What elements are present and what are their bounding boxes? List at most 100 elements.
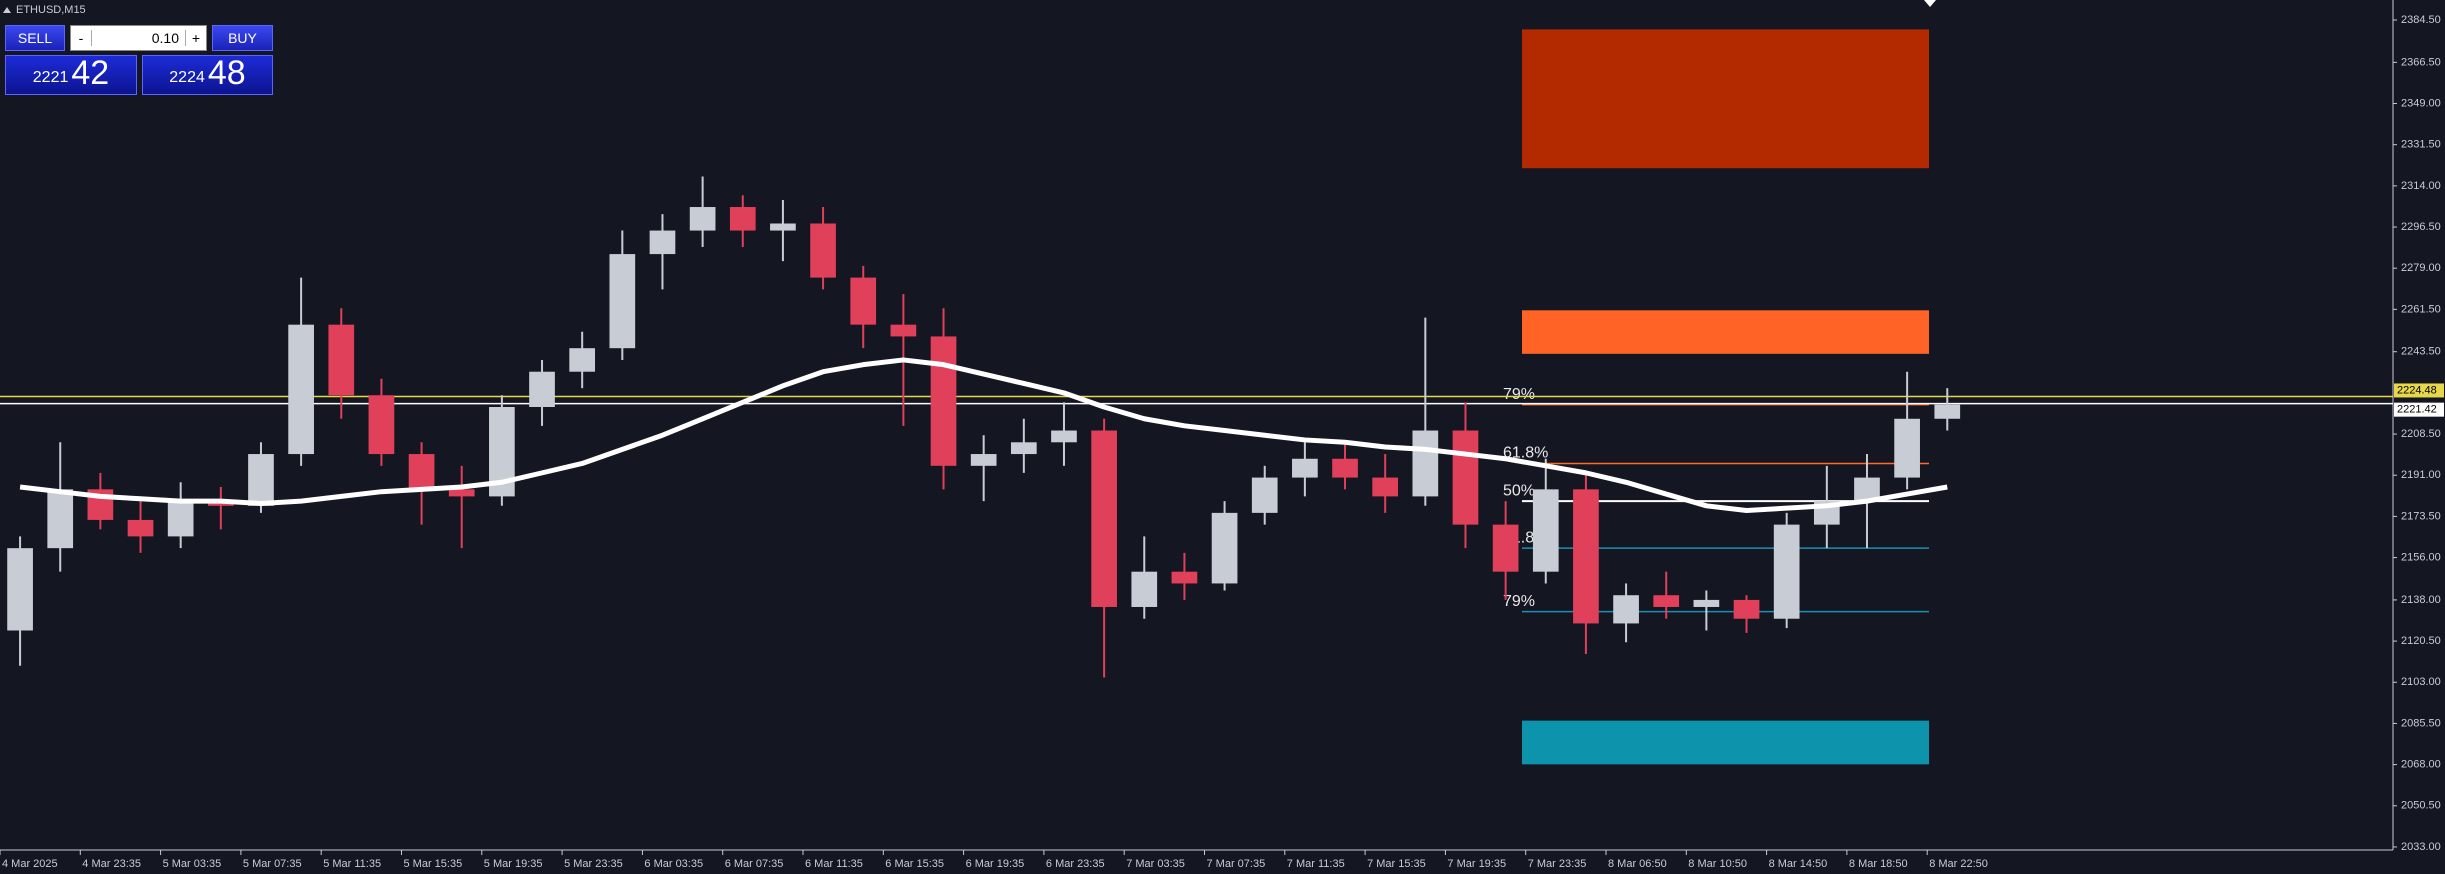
y-tick-label: 2208.50 bbox=[2401, 428, 2441, 440]
y-tick-label: 2120.50 bbox=[2401, 635, 2441, 647]
candle-body bbox=[1131, 571, 1158, 607]
candle-body bbox=[649, 230, 676, 255]
x-tick-label: 6 Mar 07:35 bbox=[725, 858, 784, 870]
buy-price-main: 2224 bbox=[169, 69, 205, 86]
candle-body bbox=[1934, 404, 1961, 419]
fib-label: 79% bbox=[1503, 386, 1535, 403]
x-tick-label: 7 Mar 03:35 bbox=[1126, 858, 1185, 870]
candle-body bbox=[7, 548, 33, 631]
fib-label: 79% bbox=[1503, 593, 1535, 610]
x-tick-label: 5 Mar 11:35 bbox=[323, 858, 381, 870]
candle-body bbox=[127, 519, 154, 537]
price-tag bbox=[2394, 383, 2444, 398]
candle-body bbox=[529, 371, 555, 408]
candle-body bbox=[1091, 430, 1117, 607]
lot-box[interactable]: - 0.10 + bbox=[70, 25, 207, 51]
x-tick-label: 7 Mar 19:35 bbox=[1447, 858, 1506, 870]
y-tick-label: 2384.50 bbox=[2401, 14, 2441, 26]
candle-body bbox=[1573, 489, 1599, 624]
candle-body bbox=[689, 207, 716, 231]
y-tick-label: 2331.50 bbox=[2401, 139, 2441, 151]
candle-body bbox=[1171, 571, 1198, 584]
zone bbox=[1522, 310, 1929, 354]
candle-body bbox=[609, 254, 636, 349]
candle-body bbox=[1492, 524, 1519, 572]
x-tick-label: 5 Mar 15:35 bbox=[404, 858, 463, 870]
fib-label: 61.8% bbox=[1503, 445, 1548, 462]
y-tick-label: 2279.00 bbox=[2401, 262, 2441, 274]
x-tick-label: 7 Mar 15:35 bbox=[1367, 858, 1426, 870]
candle-body bbox=[167, 501, 194, 537]
candle-body bbox=[408, 454, 435, 490]
price-tag-label: 2221.42 bbox=[2397, 404, 2437, 416]
lot-plus[interactable]: + bbox=[185, 30, 206, 46]
candle-body bbox=[1452, 430, 1479, 525]
lot-minus[interactable]: - bbox=[71, 30, 92, 46]
candle-body bbox=[729, 207, 756, 231]
candle-body bbox=[970, 454, 997, 466]
candle-body bbox=[47, 489, 74, 549]
y-tick-label: 2243.50 bbox=[2401, 346, 2441, 358]
sell-button[interactable]: SELL bbox=[5, 25, 65, 51]
candle-body bbox=[1693, 599, 1720, 607]
x-tick-label: 8 Mar 14:50 bbox=[1769, 858, 1828, 870]
candle-body bbox=[1894, 418, 1920, 478]
y-tick-label: 2173.50 bbox=[2401, 510, 2441, 522]
candle-body bbox=[1372, 477, 1399, 497]
x-tick-label: 7 Mar 07:35 bbox=[1207, 858, 1266, 870]
sell-price-main: 2221 bbox=[32, 69, 69, 86]
x-tick-label: 6 Mar 23:35 bbox=[1046, 858, 1105, 870]
candle-body bbox=[1010, 442, 1037, 455]
candle-body bbox=[1412, 430, 1439, 497]
candle-body bbox=[1332, 458, 1358, 478]
y-tick-label: 2366.50 bbox=[2401, 56, 2441, 68]
x-tick-label: 5 Mar 23:35 bbox=[564, 858, 623, 870]
y-tick-label: 2156.00 bbox=[2401, 551, 2441, 563]
buy-price-big: 48 bbox=[207, 54, 246, 92]
y-tick-label: 2261.50 bbox=[2401, 303, 2441, 315]
candle-body bbox=[368, 395, 395, 455]
x-tick-label: 4 Mar 23:35 bbox=[82, 858, 141, 870]
x-tick-label: 7 Mar 23:35 bbox=[1528, 858, 1587, 870]
fib-label: 50% bbox=[1503, 482, 1535, 499]
candle-body bbox=[1653, 595, 1680, 607]
x-tick-label: 6 Mar 11:35 bbox=[805, 858, 863, 870]
zone bbox=[1522, 29, 1929, 169]
x-tick-label: 5 Mar 19:35 bbox=[484, 858, 543, 870]
candle-body bbox=[810, 223, 836, 278]
sell-price[interactable]: 2221 42 bbox=[5, 55, 137, 95]
candle-body bbox=[1051, 430, 1077, 443]
candle-body bbox=[1854, 477, 1880, 502]
y-tick-label: 2085.50 bbox=[2401, 717, 2441, 729]
symbol-icon bbox=[3, 7, 11, 13]
buy-price[interactable]: 2224 48 bbox=[142, 55, 273, 95]
price-tag-label: 2224.48 bbox=[2397, 384, 2437, 396]
x-tick-label: 7 Mar 11:35 bbox=[1287, 858, 1345, 870]
moving-average bbox=[19, 357, 1948, 514]
y-tick-label: 2050.50 bbox=[2401, 800, 2441, 812]
candle-body bbox=[1773, 524, 1800, 619]
candle-body bbox=[448, 489, 475, 497]
x-tick-label: 6 Mar 03:35 bbox=[644, 858, 703, 870]
x-tick-label: 6 Mar 15:35 bbox=[885, 858, 944, 870]
sell-price-big: 42 bbox=[71, 54, 110, 92]
candle-body bbox=[248, 454, 274, 506]
y-tick-label: 2033.00 bbox=[2401, 841, 2441, 853]
x-tick-label: 8 Mar 22:50 bbox=[1929, 858, 1988, 870]
candle-body bbox=[1211, 512, 1238, 584]
buy-button[interactable]: BUY bbox=[212, 25, 273, 51]
lot-value: 0.10 bbox=[151, 30, 179, 46]
x-tick-label: 8 Mar 06:50 bbox=[1608, 858, 1667, 870]
candle-body bbox=[288, 324, 314, 455]
x-tick-label: 4 Mar 2025 bbox=[2, 858, 58, 870]
x-tick-label: 6 Mar 19:35 bbox=[966, 858, 1025, 870]
price-tag bbox=[2394, 402, 2444, 417]
candle-body bbox=[1733, 599, 1760, 619]
x-tick-label: 8 Mar 18:50 bbox=[1849, 858, 1908, 870]
marker bbox=[1924, 0, 1936, 7]
candle-body bbox=[890, 324, 917, 337]
zone bbox=[1522, 720, 1929, 765]
y-tick-label: 2068.00 bbox=[2401, 759, 2441, 771]
